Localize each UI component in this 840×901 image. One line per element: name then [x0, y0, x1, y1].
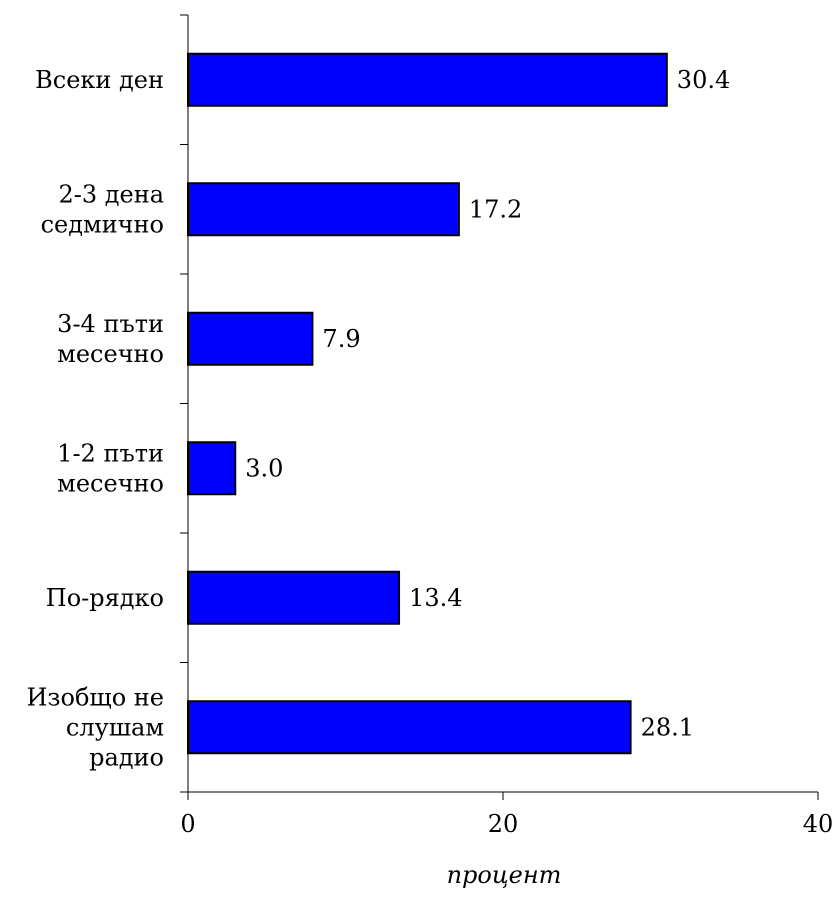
- x-axis: 0 20 40: [180, 791, 834, 838]
- category-label-line: слушам: [66, 713, 164, 741]
- category-label: Изобщо не слушам радио: [26, 683, 164, 771]
- category-label-line: 2-3 дена: [58, 180, 164, 208]
- category-label: По-рядко: [46, 584, 164, 612]
- bar: [187, 182, 460, 237]
- x-tick-label: 40: [803, 810, 834, 838]
- category-label: 2-3 дена седмично: [41, 180, 164, 238]
- x-axis-title: процент: [447, 861, 562, 889]
- bars: [187, 52, 668, 755]
- category-label-line: 3-4 пъти: [57, 310, 164, 338]
- x-tick-label: 20: [488, 810, 519, 838]
- data-label: 13.4: [409, 584, 462, 612]
- category-label-line: Изобщо не: [26, 683, 164, 711]
- category-label-line: месечно: [57, 469, 164, 497]
- category-label-line: месечно: [57, 340, 164, 368]
- category-label-line: Всеки ден: [35, 66, 164, 94]
- bar: [187, 52, 668, 107]
- category-label: Всеки ден: [35, 66, 164, 94]
- bar: [187, 700, 632, 755]
- category-label: 3-4 пъти месечно: [57, 310, 164, 368]
- value-labels: 30.4 17.2 7.9 3.0 13.4 28.1: [245, 66, 730, 742]
- data-label: 7.9: [322, 325, 360, 353]
- data-label: 30.4: [677, 66, 730, 94]
- data-label: 17.2: [469, 195, 522, 223]
- category-label-line: седмично: [41, 210, 164, 238]
- bar: [187, 570, 401, 625]
- category-label-line: 1-2 пъти: [57, 439, 164, 467]
- y-axis: [180, 14, 189, 793]
- data-label: 3.0: [245, 454, 283, 482]
- category-label-line: радио: [89, 743, 164, 771]
- bar: [187, 311, 314, 366]
- data-label: 28.1: [641, 713, 694, 741]
- bar: [187, 441, 237, 496]
- category-label-line: По-рядко: [46, 584, 164, 612]
- category-label: 1-2 пъти месечно: [57, 439, 164, 497]
- x-tick-label: 0: [180, 810, 195, 838]
